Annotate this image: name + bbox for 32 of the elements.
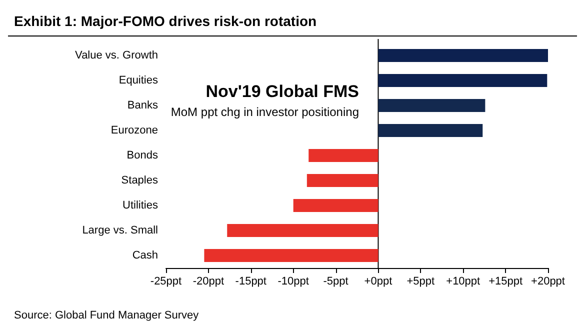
bar xyxy=(293,199,378,212)
source-note: Source: Global Fund Manager Survey xyxy=(14,310,200,322)
bar xyxy=(204,249,378,262)
bar xyxy=(378,49,548,62)
bar xyxy=(306,174,378,187)
y-tick-label: Utilities xyxy=(122,200,158,212)
y-tick-label: Equities xyxy=(118,74,158,86)
x-tick-label: -25ppt xyxy=(150,276,182,288)
y-tick-label: Staples xyxy=(121,174,158,186)
y-tick-label: Eurozone xyxy=(110,124,158,136)
bar xyxy=(378,99,486,112)
y-tick-label: Bonds xyxy=(126,150,158,162)
x-tick-label: +0ppt xyxy=(364,276,392,288)
bar xyxy=(378,124,483,137)
x-tick-label: +5ppt xyxy=(406,276,435,288)
annotation: MoM ppt chg in investor positioning xyxy=(170,105,359,119)
y-tick-label: Cash xyxy=(132,250,158,262)
y-tick-label: Value vs. Growth xyxy=(75,50,158,62)
x-tick-label: +15ppt xyxy=(488,276,523,288)
x-tick-label: -5ppt xyxy=(323,276,348,288)
x-tick-label: -20ppt xyxy=(192,276,224,288)
text: Nov'19 Global FMS xyxy=(206,82,359,101)
x-tick-label: +20ppt xyxy=(531,276,565,288)
x-tick-label: -10ppt xyxy=(278,276,309,288)
bar xyxy=(308,149,378,162)
x-tick-label: +10ppt xyxy=(446,276,480,288)
bar xyxy=(378,74,548,87)
chart-title: Exhibit 1: Major-FOMO drives risk-on rotation xyxy=(14,13,317,29)
bar xyxy=(227,224,378,237)
y-tick-label: Large vs. Small xyxy=(82,224,158,236)
x-tick-label: -15ppt xyxy=(235,276,266,288)
y-tick-label: Banks xyxy=(127,100,158,112)
